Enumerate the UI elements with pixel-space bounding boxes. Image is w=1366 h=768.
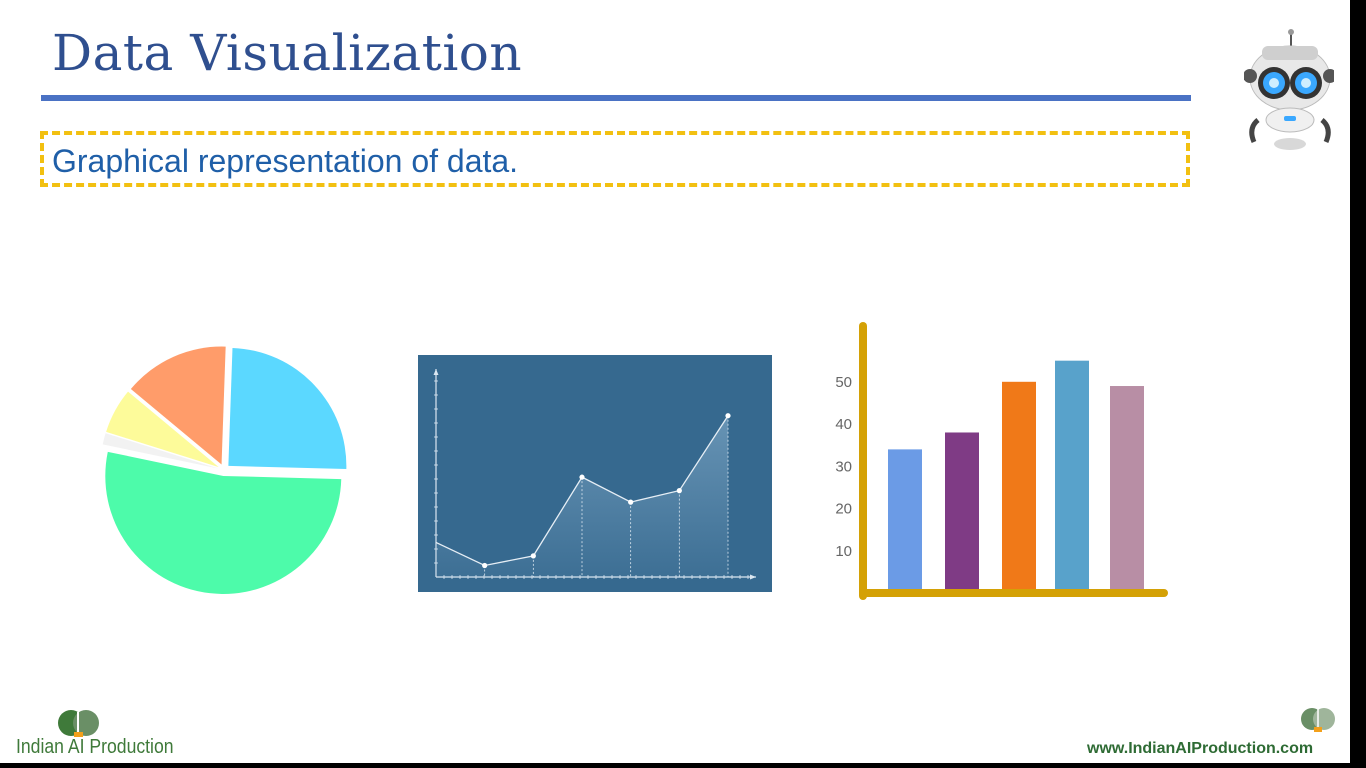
data-point <box>482 562 488 569</box>
slide-title: Data Visualization <box>52 24 523 82</box>
data-point <box>530 553 536 559</box>
pie-slice <box>130 346 226 465</box>
website-link[interactable]: www.IndianAIProduction.com <box>1087 740 1314 757</box>
y-tick-label: 40 <box>835 416 852 433</box>
pie-slice <box>228 347 347 470</box>
pie-chart <box>102 346 347 594</box>
bar <box>945 432 979 593</box>
pie-slice <box>102 433 219 469</box>
area-fill <box>436 415 728 577</box>
data-point <box>676 488 682 494</box>
data-point <box>725 413 731 419</box>
robot-mascot-icon <box>1244 29 1334 150</box>
subtitle-dashed-box <box>40 131 1190 187</box>
pie-slice <box>106 391 219 468</box>
area-line-chart <box>418 355 772 592</box>
data-point <box>628 499 634 505</box>
bar <box>1110 386 1144 593</box>
slide-subtitle: Graphical representation of data. <box>52 143 519 179</box>
bar <box>1055 360 1089 593</box>
brand-name: Indian AI Production <box>16 736 174 758</box>
y-tick-label: 20 <box>835 501 852 518</box>
bar-chart: 10 20 30 40 50 <box>835 322 1168 600</box>
y-tick-label: 50 <box>835 374 852 391</box>
y-tick-label: 30 <box>835 458 852 475</box>
brain-heads-icon <box>1301 708 1335 732</box>
bar <box>1002 381 1036 593</box>
y-tick-label: 10 <box>835 543 852 560</box>
pie-slice <box>105 451 342 594</box>
brain-heads-icon <box>58 710 99 737</box>
data-point <box>579 474 585 480</box>
bar <box>888 449 922 593</box>
title-underline <box>41 95 1191 101</box>
